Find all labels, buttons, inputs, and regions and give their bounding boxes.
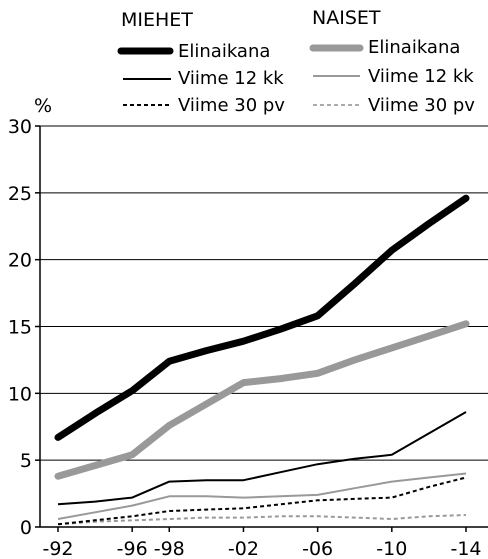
series-line-naiset-elinaikana xyxy=(54,320,470,480)
x-tick-label: -14 xyxy=(450,538,481,559)
legend-title-miehet: MIEHET xyxy=(121,9,193,31)
y-tick-label: 15 xyxy=(8,317,32,339)
y-tick-label: 0 xyxy=(20,517,32,539)
legend-title-naiset: NAISET xyxy=(312,7,381,29)
x-tick-label: -92 xyxy=(42,538,73,559)
legend-label-naiset-elinaikana: Elinaikana xyxy=(368,37,460,58)
series-line-miehet-elinaikana xyxy=(54,194,470,441)
y-axis-unit-label: % xyxy=(34,95,52,117)
y-tick-label: 10 xyxy=(8,383,32,405)
x-tick-labels: -92 -96 -98 -02 -06 -10 -14 xyxy=(42,527,482,559)
series-line-miehet-viime12kk xyxy=(57,411,467,506)
x-tick-label: -98 xyxy=(154,538,185,559)
x-tick-label: -96 xyxy=(117,538,148,559)
legend-label-miehet-viime12kk: Viime 12 kk xyxy=(178,68,284,89)
y-tick-label: 5 xyxy=(20,450,32,472)
series-line-miehet-viime30pv xyxy=(57,476,467,526)
x-tick-label: -02 xyxy=(228,538,259,559)
y-tick-label: 30 xyxy=(8,116,32,138)
x-tick-label: -10 xyxy=(376,538,407,559)
legend-label-miehet-elinaikana: Elinaikana xyxy=(178,41,270,62)
legend-label-miehet-viime30pv: Viime 30 pv xyxy=(178,95,285,116)
y-tick-label: 20 xyxy=(8,250,32,272)
legend-label-naiset-viime12kk: Viime 12 kk xyxy=(368,66,474,87)
y-tick-labels: 0 5 10 15 20 25 30 xyxy=(8,116,40,539)
y-tick-label: 25 xyxy=(8,183,32,205)
series-lines xyxy=(54,194,470,526)
series-line-naiset-viime12kk xyxy=(57,472,467,520)
x-tick-label: -06 xyxy=(302,538,333,559)
legend-label-naiset-viime30pv: Viime 30 pv xyxy=(368,95,475,116)
series-line-naiset-viime30pv xyxy=(57,514,467,526)
legend: MIEHET NAISET Elinaikana Viime 12 kk Vii… xyxy=(117,7,475,116)
